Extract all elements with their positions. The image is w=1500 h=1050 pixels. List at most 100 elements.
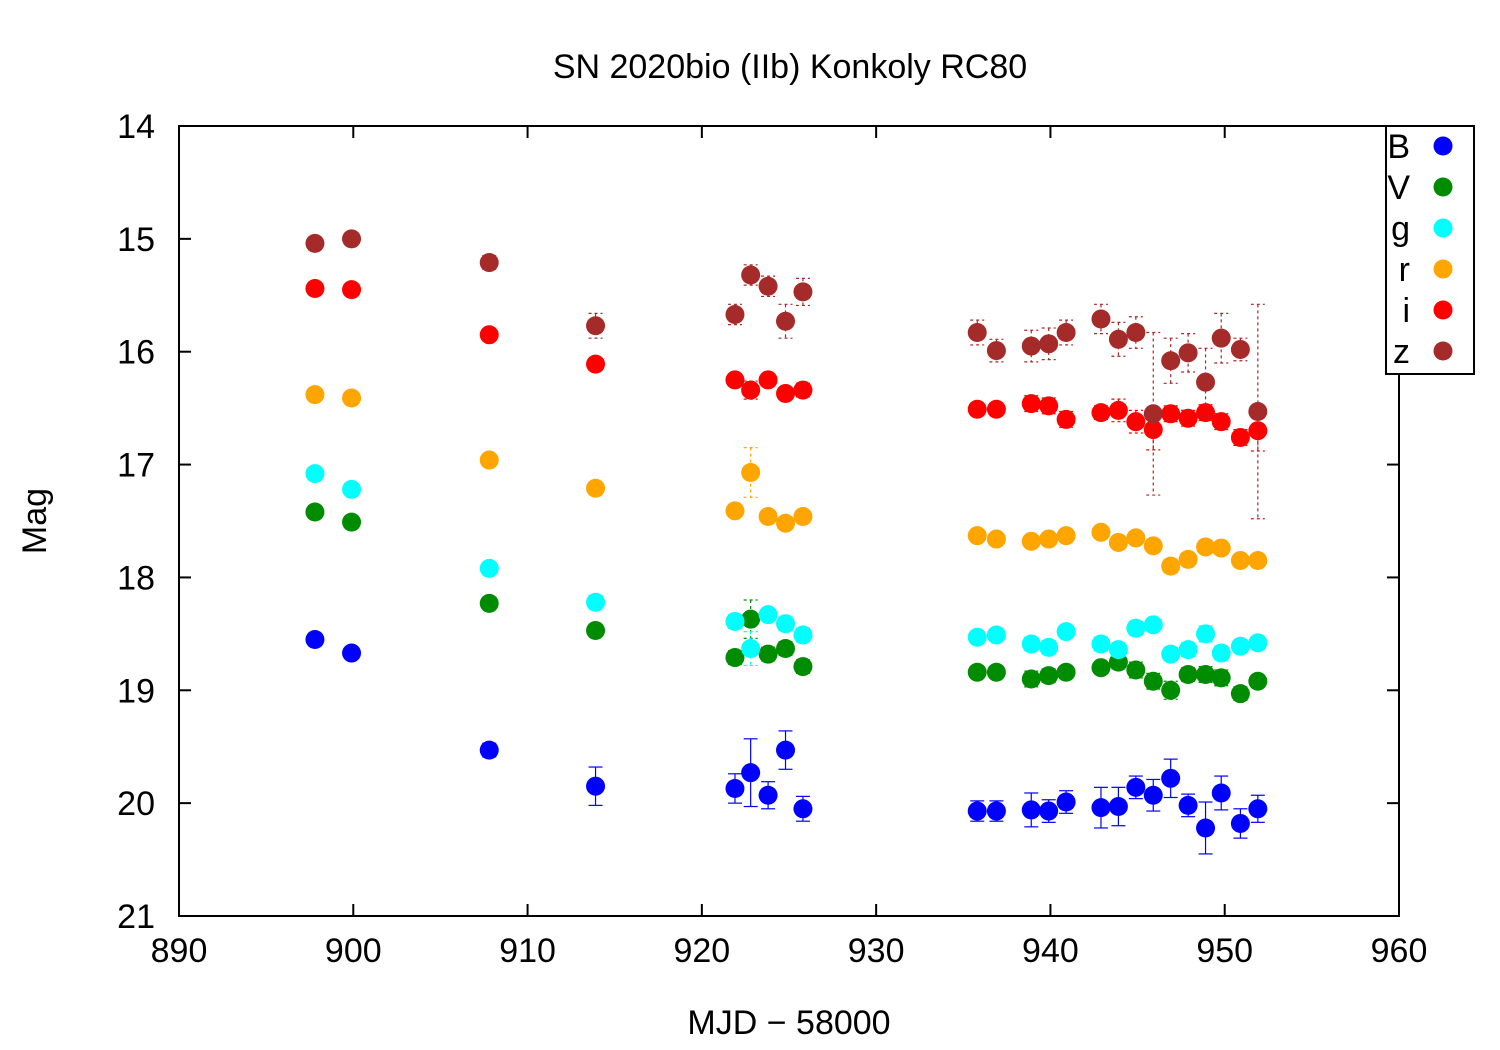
data-point (986, 625, 1006, 645)
data-point (1039, 334, 1059, 354)
x-tick-label: 890 (151, 932, 208, 970)
data-point (1108, 532, 1128, 552)
data-point (1178, 408, 1198, 428)
data-point (725, 611, 745, 631)
data-point (1211, 538, 1231, 558)
data-point (1161, 644, 1181, 664)
series-r (305, 385, 1268, 576)
data-point (776, 639, 796, 659)
data-point (1230, 427, 1250, 447)
data-point (479, 325, 499, 345)
data-point (1248, 633, 1268, 653)
data-point (1108, 329, 1128, 349)
data-point (1143, 671, 1163, 691)
data-point (586, 776, 606, 796)
data-point (741, 462, 761, 482)
data-point (1091, 403, 1111, 423)
data-point (986, 399, 1006, 419)
data-point (1056, 662, 1076, 682)
data-point (758, 276, 778, 296)
data-point (586, 478, 606, 498)
data-point (1248, 799, 1268, 819)
data-point (1230, 636, 1250, 656)
data-point (1196, 372, 1216, 392)
data-point (1248, 402, 1268, 422)
data-point (342, 479, 362, 499)
data-point (1039, 801, 1059, 821)
data-point (776, 513, 796, 533)
data-point (1211, 668, 1231, 688)
data-point (1091, 658, 1111, 678)
data-point (1230, 551, 1250, 570)
data-point (586, 592, 606, 612)
data-point (1056, 409, 1076, 429)
y-tick-label: 14 (117, 108, 155, 146)
data-point (1178, 343, 1198, 363)
data-point (758, 785, 778, 805)
data-point (342, 229, 362, 249)
legend-label: g (1391, 210, 1410, 248)
data-point (1178, 795, 1198, 815)
data-point (741, 380, 761, 400)
legend-label: B (1387, 128, 1410, 166)
data-point (305, 464, 325, 484)
data-point (741, 639, 761, 659)
data-point (479, 558, 499, 578)
x-axis-title: MJD − 58000 (687, 1004, 890, 1042)
data-point (1248, 671, 1268, 691)
data-point (1056, 526, 1076, 546)
data-point (1196, 537, 1216, 557)
data-point (986, 801, 1006, 821)
data-point (1126, 618, 1146, 638)
data-point (1021, 336, 1041, 356)
legend-marker (1433, 341, 1453, 361)
legend-marker (1433, 177, 1453, 197)
data-point (1196, 403, 1216, 423)
data-point (1178, 640, 1198, 660)
plot-area (305, 229, 1268, 855)
series-z (305, 229, 1268, 520)
data-point (1126, 528, 1146, 548)
data-point (986, 662, 1006, 682)
data-point (1178, 549, 1198, 569)
data-point (1211, 412, 1231, 432)
data-point (1108, 640, 1128, 660)
data-point (1126, 412, 1146, 432)
data-point (479, 740, 499, 760)
data-point (1039, 637, 1059, 657)
legend-label: V (1387, 169, 1410, 207)
data-point (986, 529, 1006, 549)
series-B (305, 630, 1268, 855)
data-point (1091, 798, 1111, 818)
y-axis: 14 15 16 17 18 19 20 21 (117, 108, 1399, 936)
data-point (967, 662, 987, 682)
data-point (1143, 536, 1163, 556)
data-point (776, 311, 796, 331)
plot-frame (178, 125, 1400, 917)
data-point (1161, 556, 1181, 576)
legend-marker (1433, 259, 1453, 279)
data-point (1039, 529, 1059, 549)
data-point (1196, 664, 1216, 684)
data-point (342, 280, 362, 300)
data-point (1143, 404, 1163, 424)
data-point (1108, 400, 1128, 420)
x-tick-label: 950 (1196, 932, 1253, 970)
x-tick-label: 920 (673, 932, 730, 970)
y-tick-label: 16 (117, 334, 155, 372)
data-point (967, 627, 987, 647)
x-tick-label: 940 (1022, 932, 1079, 970)
data-point (305, 502, 325, 522)
data-point (1126, 323, 1146, 343)
data-point (1211, 783, 1231, 803)
data-point (1161, 351, 1181, 371)
data-point (586, 316, 606, 336)
data-point (1056, 792, 1076, 812)
y-tick-label: 15 (117, 221, 155, 259)
data-point (1196, 818, 1216, 838)
data-point (1211, 328, 1231, 348)
data-point (1021, 634, 1041, 654)
y-tick-label: 18 (117, 559, 155, 597)
